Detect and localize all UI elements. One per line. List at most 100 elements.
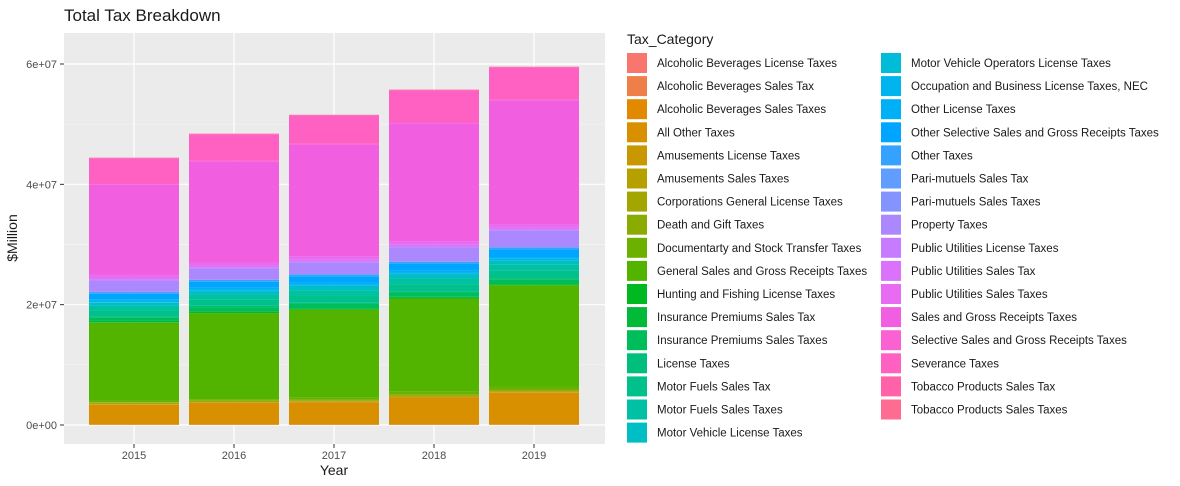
legend-item: Other Taxes <box>881 145 973 166</box>
legend-label: Motor Vehicle Operators License Taxes <box>911 58 1111 70</box>
legend-swatch <box>627 260 647 281</box>
legend-swatch <box>881 214 901 235</box>
legend-swatch <box>881 168 901 189</box>
legend-item: Insurance Premiums Sales Tax <box>627 307 816 328</box>
bar-segment <box>389 296 479 298</box>
legend-label: Death and Gift Taxes <box>657 220 764 232</box>
legend-label: Public Utilities Sales Tax <box>911 266 1036 278</box>
bar-segment <box>289 144 379 257</box>
bar-segment <box>489 390 579 392</box>
legend-swatch <box>627 122 647 143</box>
legend-swatch <box>627 376 647 397</box>
legend-swatch <box>627 214 647 235</box>
bar-segment <box>389 397 479 425</box>
bar-segment <box>289 143 379 145</box>
bar-segment <box>489 229 579 231</box>
bar-segment <box>89 302 179 306</box>
legend-swatch <box>627 168 647 189</box>
bar-segment <box>189 299 279 306</box>
bar-segment <box>489 285 579 387</box>
legend-item: Public Utilities Sales Taxes <box>881 284 1048 304</box>
bar-segment <box>189 291 279 295</box>
bar-segment <box>189 312 279 314</box>
bar-segment <box>189 294 279 300</box>
legend-item: Pari-mutuels Sales Tax <box>881 168 1029 189</box>
bar-segment <box>189 262 279 266</box>
bar-segment <box>389 395 479 397</box>
bar-segment <box>389 244 479 247</box>
bar-segment <box>89 274 179 278</box>
bars <box>89 66 579 425</box>
legend-item: Tobacco Products Sales Taxes <box>881 399 1068 420</box>
bar-segment <box>189 402 279 425</box>
legend-item: Amusements License Taxes <box>627 145 800 166</box>
bar-segment <box>289 290 379 296</box>
bar-segment <box>289 286 379 291</box>
x-tick-label: 2019 <box>522 450 546 462</box>
bar-segment <box>289 274 379 277</box>
legend-label: Public Utilities Sales Taxes <box>911 289 1048 301</box>
bar-segment <box>489 230 579 248</box>
legend-swatch <box>881 53 901 73</box>
legend-swatch <box>881 99 901 120</box>
legend-label: Insurance Premiums Sales Taxes <box>657 335 828 347</box>
bar-segment <box>289 295 379 303</box>
legend-label: Amusements Sales Taxes <box>657 174 789 186</box>
legend-label: License Taxes <box>657 358 730 370</box>
legend-swatch <box>627 307 647 328</box>
bar-segment <box>389 291 479 293</box>
legend-item: Insurance Premiums Sales Taxes <box>627 330 828 351</box>
legend-item: Hunting and Fishing License Taxes <box>627 284 835 304</box>
bar-segment <box>289 259 379 262</box>
legend-swatch <box>881 122 901 143</box>
x-axis: 2015 2016 2017 2018 2019 <box>122 444 546 462</box>
bar-segment <box>489 260 579 261</box>
y-tick-label: 0e+00 <box>26 420 57 432</box>
bar-segment <box>389 274 479 279</box>
legend-item: Other License Taxes <box>881 99 1016 120</box>
legend-label: Other License Taxes <box>911 104 1016 116</box>
y-tick-label: 6e+07 <box>26 59 57 71</box>
legend-swatch <box>881 284 901 304</box>
legend-item: Property Taxes <box>881 214 988 235</box>
bar-segment <box>389 298 479 392</box>
bar-segment <box>189 281 279 288</box>
legend-label: Tobacco Products Sales Tax <box>911 381 1056 393</box>
legend-label: Motor Fuels Sales Taxes <box>657 405 783 417</box>
legend-item: Motor Vehicle License Taxes <box>627 422 803 443</box>
legend-label: Public Utilities License Taxes <box>911 243 1059 255</box>
legend-item: Motor Fuels Sales Tax <box>627 376 771 397</box>
bar-segment <box>389 272 479 274</box>
legend-label: Property Taxes <box>911 220 988 232</box>
x-tick-label: 2017 <box>322 450 346 462</box>
legend-swatch <box>881 76 901 97</box>
legend-swatch <box>881 376 901 397</box>
legend-item: Death and Gift Taxes <box>627 214 764 235</box>
bar-segment <box>489 392 579 425</box>
bar-segment <box>489 227 579 230</box>
legend-item: Public Utilities Sales Tax <box>881 260 1036 281</box>
bar-segment <box>489 264 579 271</box>
legend-swatch <box>627 284 647 304</box>
legend-swatch <box>881 237 901 258</box>
bar-segment <box>389 273 479 275</box>
legend-label: Motor Fuels Sales Tax <box>657 381 771 393</box>
x-tick-label: 2018 <box>422 450 446 462</box>
bar-segment <box>289 115 379 144</box>
bar-segment <box>189 313 279 400</box>
bar-segment <box>489 224 579 228</box>
legend-label: Tobacco Products Sales Taxes <box>911 405 1068 417</box>
legend-swatch <box>627 399 647 420</box>
legend-item: License Taxes <box>627 353 730 374</box>
y-tick-label: 4e+07 <box>26 179 57 191</box>
x-tick-label: 2016 <box>222 450 246 462</box>
legend-swatch <box>881 191 901 212</box>
bar-segment <box>289 308 379 310</box>
legend: Alcoholic Beverages License Taxes Alcohol… <box>627 53 1159 443</box>
legend-swatch <box>627 53 647 73</box>
bar-segment <box>189 400 279 401</box>
bar-segment <box>389 90 479 123</box>
bar-segment <box>89 316 179 318</box>
bar-segment <box>489 99 579 101</box>
